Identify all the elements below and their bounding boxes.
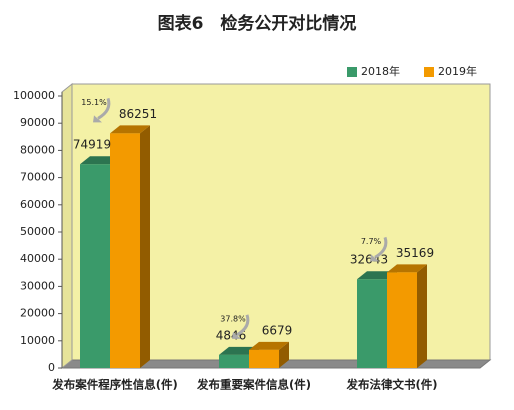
y-tick-label: 10000 [20, 334, 55, 347]
value-label: 35169 [396, 246, 434, 260]
bar-top [249, 341, 289, 350]
left-wall [61, 82, 73, 370]
bar-top [110, 125, 150, 134]
bar-side [417, 264, 427, 368]
growth-arrow [97, 97, 111, 120]
bar-side [140, 125, 150, 368]
legend-swatch [424, 67, 434, 77]
bar [80, 164, 110, 368]
x-tick-label: 发布重要案件信息(件) [196, 378, 311, 392]
bar-top [387, 264, 427, 273]
bar [357, 279, 387, 368]
bar [387, 272, 417, 368]
value-label: 74919 [73, 138, 111, 152]
bar-side [279, 341, 289, 368]
chart-title: 图表6 检务公开对比情况 [158, 13, 357, 34]
value-label: 86251 [119, 107, 157, 121]
bar [249, 349, 279, 368]
y-tick-label: 100000 [13, 89, 55, 102]
y-tick-label: 30000 [20, 279, 55, 292]
value-label: 6679 [262, 323, 293, 337]
growth-arrow [236, 314, 250, 337]
value-label: 32643 [350, 253, 388, 267]
y-tick-label: 70000 [20, 171, 55, 184]
x-tick-label: 发布案件程序性信息(件) [51, 378, 178, 392]
growth-arrow-head [370, 254, 379, 262]
growth-arrow-head [232, 331, 241, 339]
y-tick-label: 90000 [20, 116, 55, 129]
growth-arrow [374, 236, 388, 259]
legend-swatch [347, 67, 357, 77]
legend-label: 2019年 [438, 64, 477, 78]
annotation: 15.1% [81, 98, 107, 107]
legend-label: 2018年 [361, 64, 400, 78]
growth-arrow-head [93, 115, 102, 123]
y-tick-label: 40000 [20, 252, 55, 265]
y-tick-label: 80000 [20, 143, 55, 156]
y-tick-label: 50000 [20, 225, 55, 238]
x-tick-label: 发布法律文书(件) [345, 378, 437, 392]
annotation: 37.8% [220, 314, 246, 323]
bar [110, 133, 140, 368]
annotation: 7.7% [361, 237, 382, 246]
bar [219, 354, 249, 368]
y-tick-label: 20000 [20, 307, 55, 320]
y-tick-label: 0 [48, 361, 55, 374]
y-tick-label: 60000 [20, 198, 55, 211]
